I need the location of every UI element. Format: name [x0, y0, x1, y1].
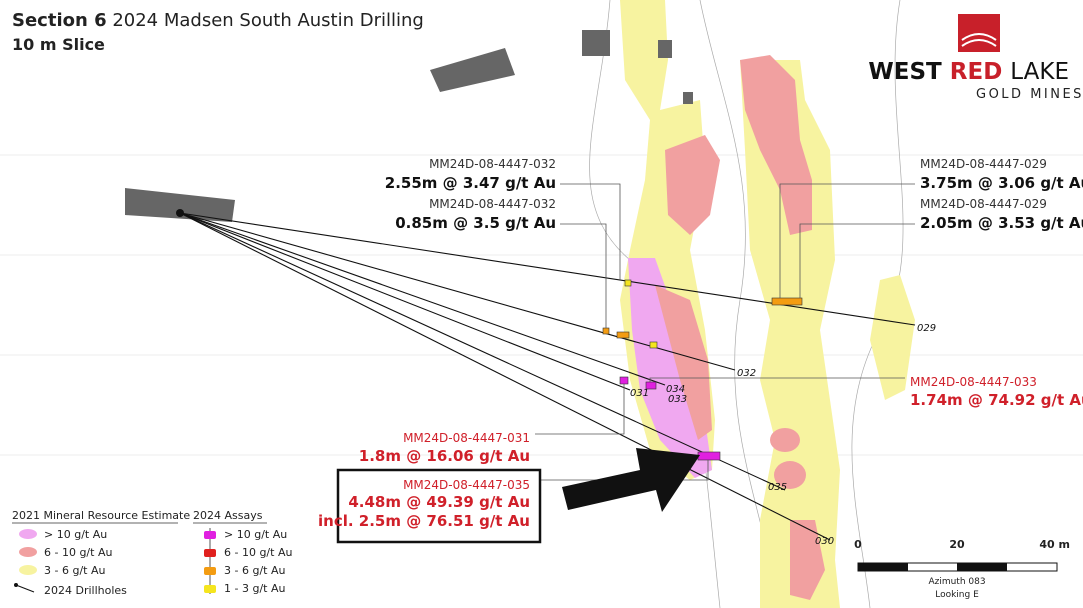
legend-item: 6 - 10 g/t Au: [44, 546, 112, 559]
hole-label: 035: [768, 482, 787, 493]
logo-lake: LAKE: [1010, 59, 1069, 85]
title: Section 6 2024 Madsen South Austin Drill…: [12, 10, 424, 31]
svg-text:WEST RED LAKE: WEST RED LAKE: [868, 59, 1069, 85]
title-text: 2024 Madsen South Austin Drilling: [112, 10, 424, 31]
legend-item: 3 - 6 g/t Au: [224, 564, 285, 577]
callout-intercept: 1.74m @ 74.92 g/t Au: [910, 391, 1083, 409]
legend-item: > 10 g/t Au: [44, 528, 107, 541]
leader-lines: [535, 183, 915, 481]
callout-intercept: 3.75m @ 3.06 g/t Au: [920, 174, 1083, 192]
logo-red: RED: [950, 59, 1003, 85]
workings: [125, 30, 693, 222]
hole-label: 031: [630, 388, 649, 399]
callout-hole: MM24D-08-4447-033: [910, 375, 1037, 389]
scale-label: 0: [854, 538, 862, 551]
legend-item: > 10 g/t Au: [224, 528, 287, 541]
callout-intercept: 4.48m @ 49.39 g/t Au: [348, 493, 530, 511]
hole-label: 029: [917, 323, 936, 334]
scale-bar: 0 20 40 m Azimuth 083 Looking E: [854, 538, 1070, 600]
scale-label: 40 m: [1039, 538, 1070, 551]
legend-title: 2021 Mineral Resource Estimate: [12, 509, 190, 522]
callout-hole: MM24D-08-4447-032: [429, 157, 556, 171]
azimuth: Azimuth 083: [928, 577, 985, 587]
view-direction: Looking E: [935, 590, 979, 600]
assay-markers: [602, 279, 803, 461]
callout-intercept: 0.85m @ 3.5 g/t Au: [395, 214, 556, 232]
callout-intercept: 2.55m @ 3.47 g/t Au: [385, 174, 556, 192]
section: Section 6: [12, 10, 107, 31]
callout-hole: MM24D-08-4447-035: [403, 478, 530, 492]
legend-item: 1 - 3 g/t Au: [224, 582, 285, 595]
legend-item: 3 - 6 g/t Au: [44, 564, 105, 577]
legend-title: 2024 Assays: [193, 509, 263, 522]
logo-tagline: GOLD MINES: [976, 87, 1083, 102]
logo-west: WEST: [868, 59, 942, 85]
hole-label: 032: [737, 368, 756, 379]
callout-hole: MM24D-08-4447-029: [920, 197, 1047, 211]
hole-label: 030: [815, 536, 834, 547]
callout-intercept: 2.05m @ 3.53 g/t Au: [920, 214, 1083, 232]
legend-resource: 2021 Mineral Resource Estimate > 10 g/t …: [12, 509, 190, 597]
callouts: MM24D-08-4447-032 2.55m @ 3.47 g/t Au MM…: [318, 157, 1083, 544]
subtitle: 10 m Slice: [12, 35, 105, 54]
callout-detail: incl. 2.5m @ 76.51 g/t Au: [318, 512, 530, 530]
highlight-box: [336, 468, 542, 544]
hole-labels: 029 032 034 033 031 035 030: [630, 323, 936, 547]
scale-label: 20: [949, 538, 965, 551]
pointer-arrow: [562, 448, 700, 512]
callout-hole: MM24D-08-4447-032: [429, 197, 556, 211]
logo: WEST RED LAKE GOLD MINES: [868, 14, 1083, 102]
callout-hole: MM24D-08-4447-031: [403, 431, 530, 445]
legend-item: 2024 Drillholes: [44, 584, 127, 597]
hole-label: 033: [668, 394, 687, 405]
callout-intercept: 1.8m @ 16.06 g/t Au: [359, 447, 530, 465]
legend-assays: 2024 Assays > 10 g/t Au 6 - 10 g/t Au 3 …: [193, 509, 292, 595]
resource-blocks: [620, 0, 915, 608]
drillholes: [176, 209, 916, 541]
hole-label: 034: [666, 384, 685, 395]
callout-hole: MM24D-08-4447-029: [920, 157, 1047, 171]
legend-item: 6 - 10 g/t Au: [224, 546, 292, 559]
